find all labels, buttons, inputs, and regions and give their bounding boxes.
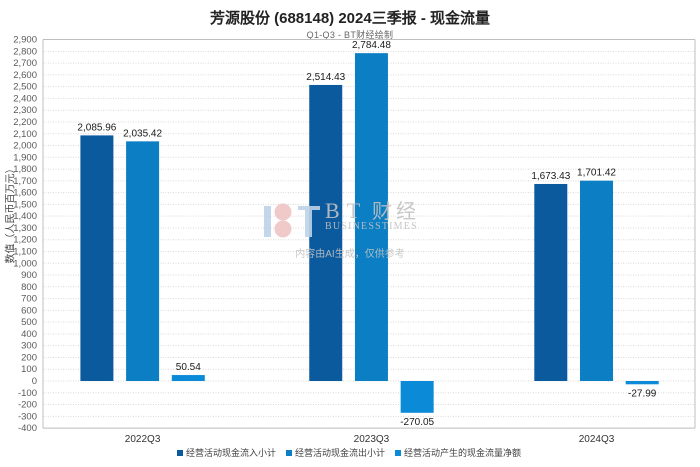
svg-text:1,200: 1,200 — [13, 235, 37, 246]
svg-text:2,600: 2,600 — [13, 70, 37, 81]
svg-text:2024Q3: 2024Q3 — [579, 434, 615, 445]
svg-text:900: 900 — [21, 270, 37, 281]
svg-text:2,800: 2,800 — [13, 46, 37, 57]
svg-text:2,000: 2,000 — [13, 141, 37, 152]
svg-text:2,500: 2,500 — [13, 82, 37, 93]
svg-text:2,400: 2,400 — [13, 93, 37, 104]
svg-text:1,600: 1,600 — [13, 188, 37, 199]
svg-text:2,035.42: 2,035.42 — [123, 128, 162, 139]
svg-text:300: 300 — [21, 341, 37, 352]
svg-text:2,200: 2,200 — [13, 117, 37, 128]
svg-text:700: 700 — [21, 294, 37, 305]
svg-text:财经: 财经 — [372, 200, 420, 223]
svg-text:-400: -400 — [18, 423, 37, 434]
svg-text:BUSINESSTIMES: BUSINESSTIMES — [325, 221, 418, 232]
svg-text:经营活动产生的现金流量净额: 经营活动产生的现金流量净额 — [404, 447, 521, 458]
svg-text:2,300: 2,300 — [13, 105, 37, 116]
svg-text:内容由AI生成，仅供参考: 内容由AI生成，仅供参考 — [295, 247, 404, 260]
svg-text:200: 200 — [21, 352, 37, 363]
svg-text:-27.99: -27.99 — [628, 388, 657, 399]
svg-text:600: 600 — [21, 305, 37, 316]
svg-text:1,800: 1,800 — [13, 164, 37, 175]
svg-text:1,000: 1,000 — [13, 258, 37, 269]
svg-text:50.54: 50.54 — [176, 362, 201, 373]
svg-text:1,900: 1,900 — [13, 152, 37, 163]
svg-text:-270.05: -270.05 — [400, 417, 434, 428]
svg-text:1,700: 1,700 — [13, 176, 37, 187]
svg-text:800: 800 — [21, 282, 37, 293]
svg-text:-100: -100 — [18, 388, 37, 399]
svg-text:1,400: 1,400 — [13, 211, 37, 222]
svg-text:2022Q3: 2022Q3 — [125, 434, 161, 445]
svg-text:2023Q3: 2023Q3 — [354, 434, 390, 445]
svg-text:经营活动现金流入小计: 经营活动现金流入小计 — [186, 447, 276, 458]
svg-text:B T: B T — [325, 198, 361, 223]
svg-text:2,514.43: 2,514.43 — [306, 72, 345, 83]
svg-text:100: 100 — [21, 364, 37, 375]
svg-text:2,700: 2,700 — [13, 58, 37, 69]
svg-text:-300: -300 — [18, 411, 37, 422]
svg-text:2,085.96: 2,085.96 — [77, 122, 116, 133]
svg-text:400: 400 — [21, 329, 37, 340]
svg-text:2,900: 2,900 — [13, 35, 37, 46]
svg-text:经营活动现金流出小计: 经营活动现金流出小计 — [295, 447, 385, 458]
svg-text:500: 500 — [21, 317, 37, 328]
svg-text:-200: -200 — [18, 400, 37, 411]
svg-text:1,100: 1,100 — [13, 246, 37, 257]
svg-text:1,500: 1,500 — [13, 199, 37, 210]
svg-text:1,673.43: 1,673.43 — [531, 171, 570, 182]
svg-text:0: 0 — [32, 376, 37, 387]
svg-text:1,701.42: 1,701.42 — [577, 168, 616, 179]
svg-text:2,784.48: 2,784.48 — [352, 40, 391, 51]
svg-text:2,100: 2,100 — [13, 129, 37, 140]
svg-text:1,300: 1,300 — [13, 223, 37, 234]
